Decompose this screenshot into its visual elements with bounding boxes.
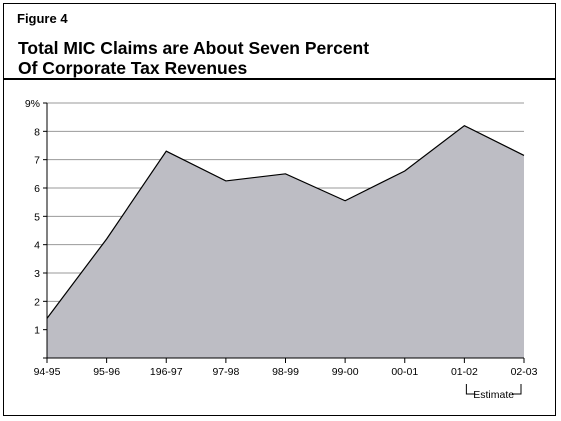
x-tick-label: 94-95 <box>34 366 61 378</box>
estimate-annotation: Estimate <box>465 384 522 401</box>
series-line <box>46 124 525 319</box>
x-tick-label: 97-98 <box>212 366 239 378</box>
y-tick-label: 6 <box>34 183 40 195</box>
x-tick-labels: 94-95 95-96 196-97 97-98 98-99 99-00 00-01 01-0… <box>34 366 538 378</box>
figure-frame: Figure 4 Total MIC Claims are About Seve… <box>3 3 556 416</box>
figure-label: Figure 4 <box>17 11 68 26</box>
y-tick-labels: 1 2 3 4 5 6 7 8 9% <box>25 98 40 337</box>
y-tick-label: 4 <box>34 240 40 252</box>
estimate-bracket-left <box>465 384 476 395</box>
x-tick-label: 99-00 <box>332 366 359 378</box>
y-tick-label: 3 <box>34 268 40 280</box>
y-tick-label: 2 <box>34 296 40 308</box>
x-tick-label: 01-02 <box>451 366 478 378</box>
y-tick-label: 8 <box>34 126 40 138</box>
figure-title: Total MIC Claims are About Seven Percent… <box>18 38 369 78</box>
axes <box>43 102 525 363</box>
x-tick-label: 196-97 <box>150 366 183 378</box>
series-area-layer <box>46 124 525 359</box>
x-tick-label: 95-96 <box>93 366 120 378</box>
figure-title-line-2: Of Corporate Tax Revenues <box>18 58 248 78</box>
y-tick-label: 9% <box>25 98 40 110</box>
y-tick-label: 5 <box>34 211 40 223</box>
estimate-label: Estimate <box>473 389 514 401</box>
y-tick-label: 1 <box>34 325 40 337</box>
y-tick-label: 7 <box>34 155 40 167</box>
x-tick-label: 00-01 <box>391 366 418 378</box>
series-area <box>47 125 524 359</box>
figure-header: Figure 4 Total MIC Claims are About Seve… <box>4 4 555 80</box>
x-tick-label: 02-03 <box>511 366 538 378</box>
estimate-bracket-right <box>512 384 522 395</box>
figure-title-line-1: Total MIC Claims are About Seven Percent <box>18 38 370 58</box>
x-tick-label: 98-99 <box>272 366 299 378</box>
